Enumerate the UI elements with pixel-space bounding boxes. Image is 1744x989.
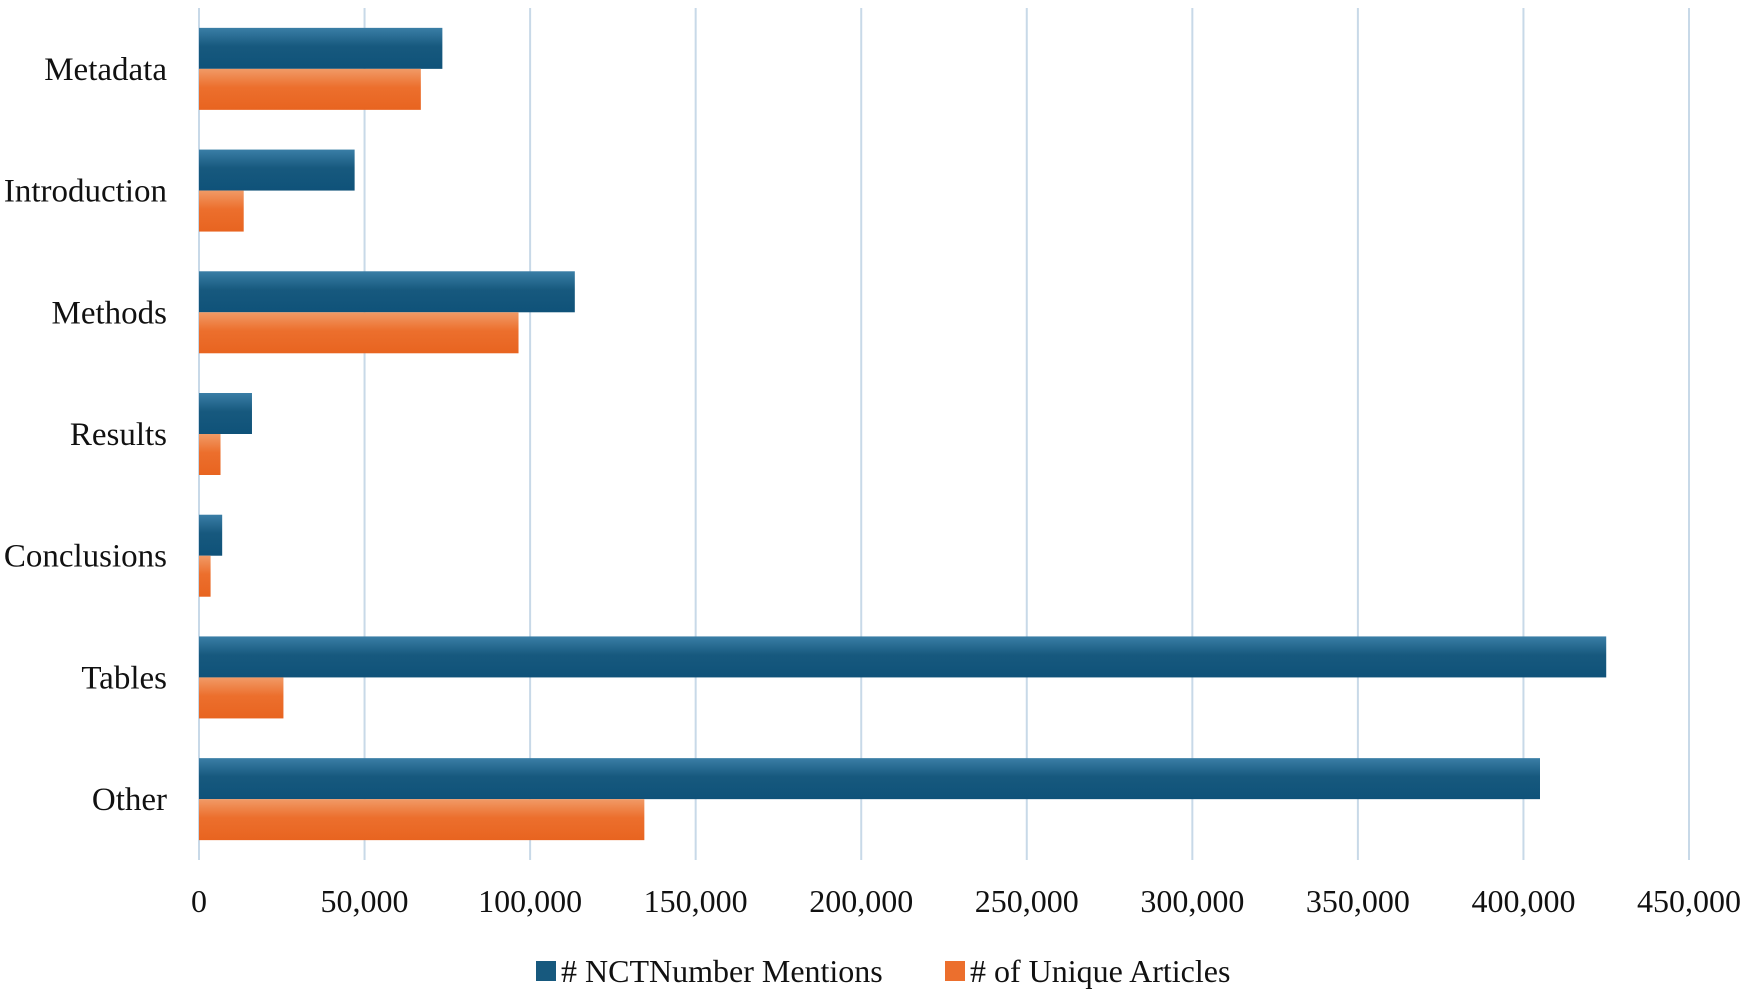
legend-swatch-mentions <box>536 961 556 981</box>
x-tick-label: 100,000 <box>478 883 582 919</box>
bar-mentions-introduction <box>199 149 355 191</box>
bar-articles-introduction <box>199 190 244 232</box>
x-tick-label: 50,000 <box>321 883 409 919</box>
bar-articles-tables <box>199 677 284 719</box>
bar-articles-metadata <box>199 68 421 110</box>
bar-articles-conclusions <box>199 555 211 597</box>
bar-articles-other <box>199 799 645 841</box>
bar-articles-methods <box>199 312 519 354</box>
legend-label: # of Unique Articles <box>970 953 1230 989</box>
x-tick-label: 450,000 <box>1637 883 1741 919</box>
x-axis-tick-labels: 0 50,000 100,000 150,000 200,000 250,000 300,0… <box>191 883 1741 919</box>
x-tick-label: 250,000 <box>975 883 1079 919</box>
category-label: Metadata <box>44 52 167 88</box>
category-labels: Metadata Introduction Methods Results Conclu… <box>4 52 168 818</box>
legend: # NCTNumber Mentions # of Unique Articles <box>536 953 1230 989</box>
bar-mentions-other <box>199 758 1540 800</box>
category-label: Introduction <box>4 174 167 210</box>
legend-swatch-articles <box>945 961 965 981</box>
x-tick-label: 0 <box>191 883 207 919</box>
x-tick-label: 300,000 <box>1140 883 1244 919</box>
bar-mentions-methods <box>199 271 575 313</box>
category-label: Conclusions <box>4 539 167 575</box>
category-label: Results <box>70 417 167 453</box>
bars <box>199 27 1607 841</box>
bar-articles-results <box>199 434 221 475</box>
legend-label: # NCTNumber Mentions <box>561 953 883 989</box>
category-label: Other <box>92 782 167 818</box>
x-tick-label: 150,000 <box>644 883 748 919</box>
bar-mentions-results <box>199 393 252 434</box>
bar-mentions-metadata <box>199 27 443 69</box>
category-label: Tables <box>81 660 167 696</box>
category-label: Methods <box>52 295 168 331</box>
x-tick-label: 200,000 <box>809 883 913 919</box>
bar-mentions-tables <box>199 636 1607 678</box>
bar-mentions-conclusions <box>199 514 223 556</box>
x-tick-label: 400,000 <box>1471 883 1575 919</box>
gridlines <box>198 8 1690 860</box>
x-tick-label: 350,000 <box>1306 883 1410 919</box>
